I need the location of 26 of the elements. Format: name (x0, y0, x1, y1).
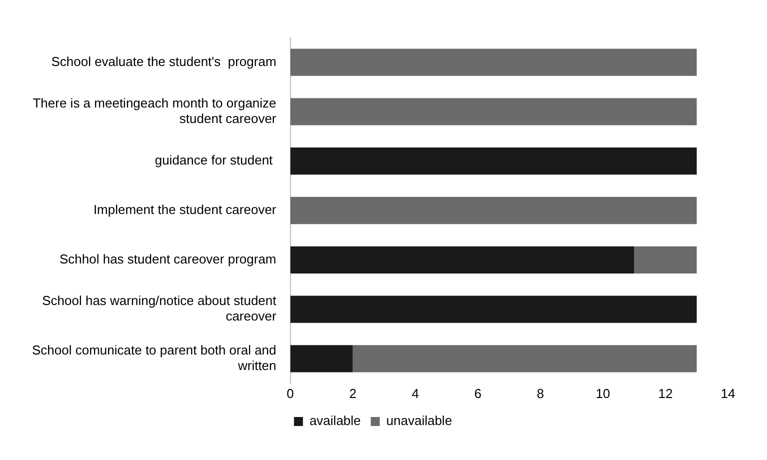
legend-label: unavailable (386, 413, 452, 428)
x-tick-label: 8 (536, 386, 544, 401)
x-tick-label: 14 (720, 386, 736, 401)
x-tick-label: 0 (286, 386, 294, 401)
y-tick-label: School comunicate to parent both oral and written (32, 342, 276, 374)
y-tick-label: School has warning/notice about student careover (42, 293, 277, 324)
bar (290, 98, 697, 126)
x-tick-label: 4 (412, 386, 419, 401)
x-tick-label: 2 (349, 386, 356, 401)
x-tick-label: 6 (474, 386, 482, 401)
bar (290, 48, 697, 76)
legend-label: available (309, 413, 361, 428)
x-tick-label: 12 (658, 386, 673, 401)
y-tick-label: guidance for student (154, 152, 276, 168)
bar (290, 148, 697, 175)
x-tick-label: 10 (596, 386, 610, 401)
y-tick-label: Schhol has student careover program (59, 251, 276, 266)
bar (290, 246, 634, 274)
y-tick-label: There is a meetingeach month to organize student careover (32, 95, 277, 126)
bar (290, 345, 353, 372)
bar (634, 246, 697, 274)
bar (352, 345, 697, 372)
bar (290, 196, 697, 224)
y-tick-label: School evaluate the student's program (51, 54, 276, 69)
y-tick-label: Implement the student careover (93, 202, 277, 218)
bar (290, 296, 697, 323)
